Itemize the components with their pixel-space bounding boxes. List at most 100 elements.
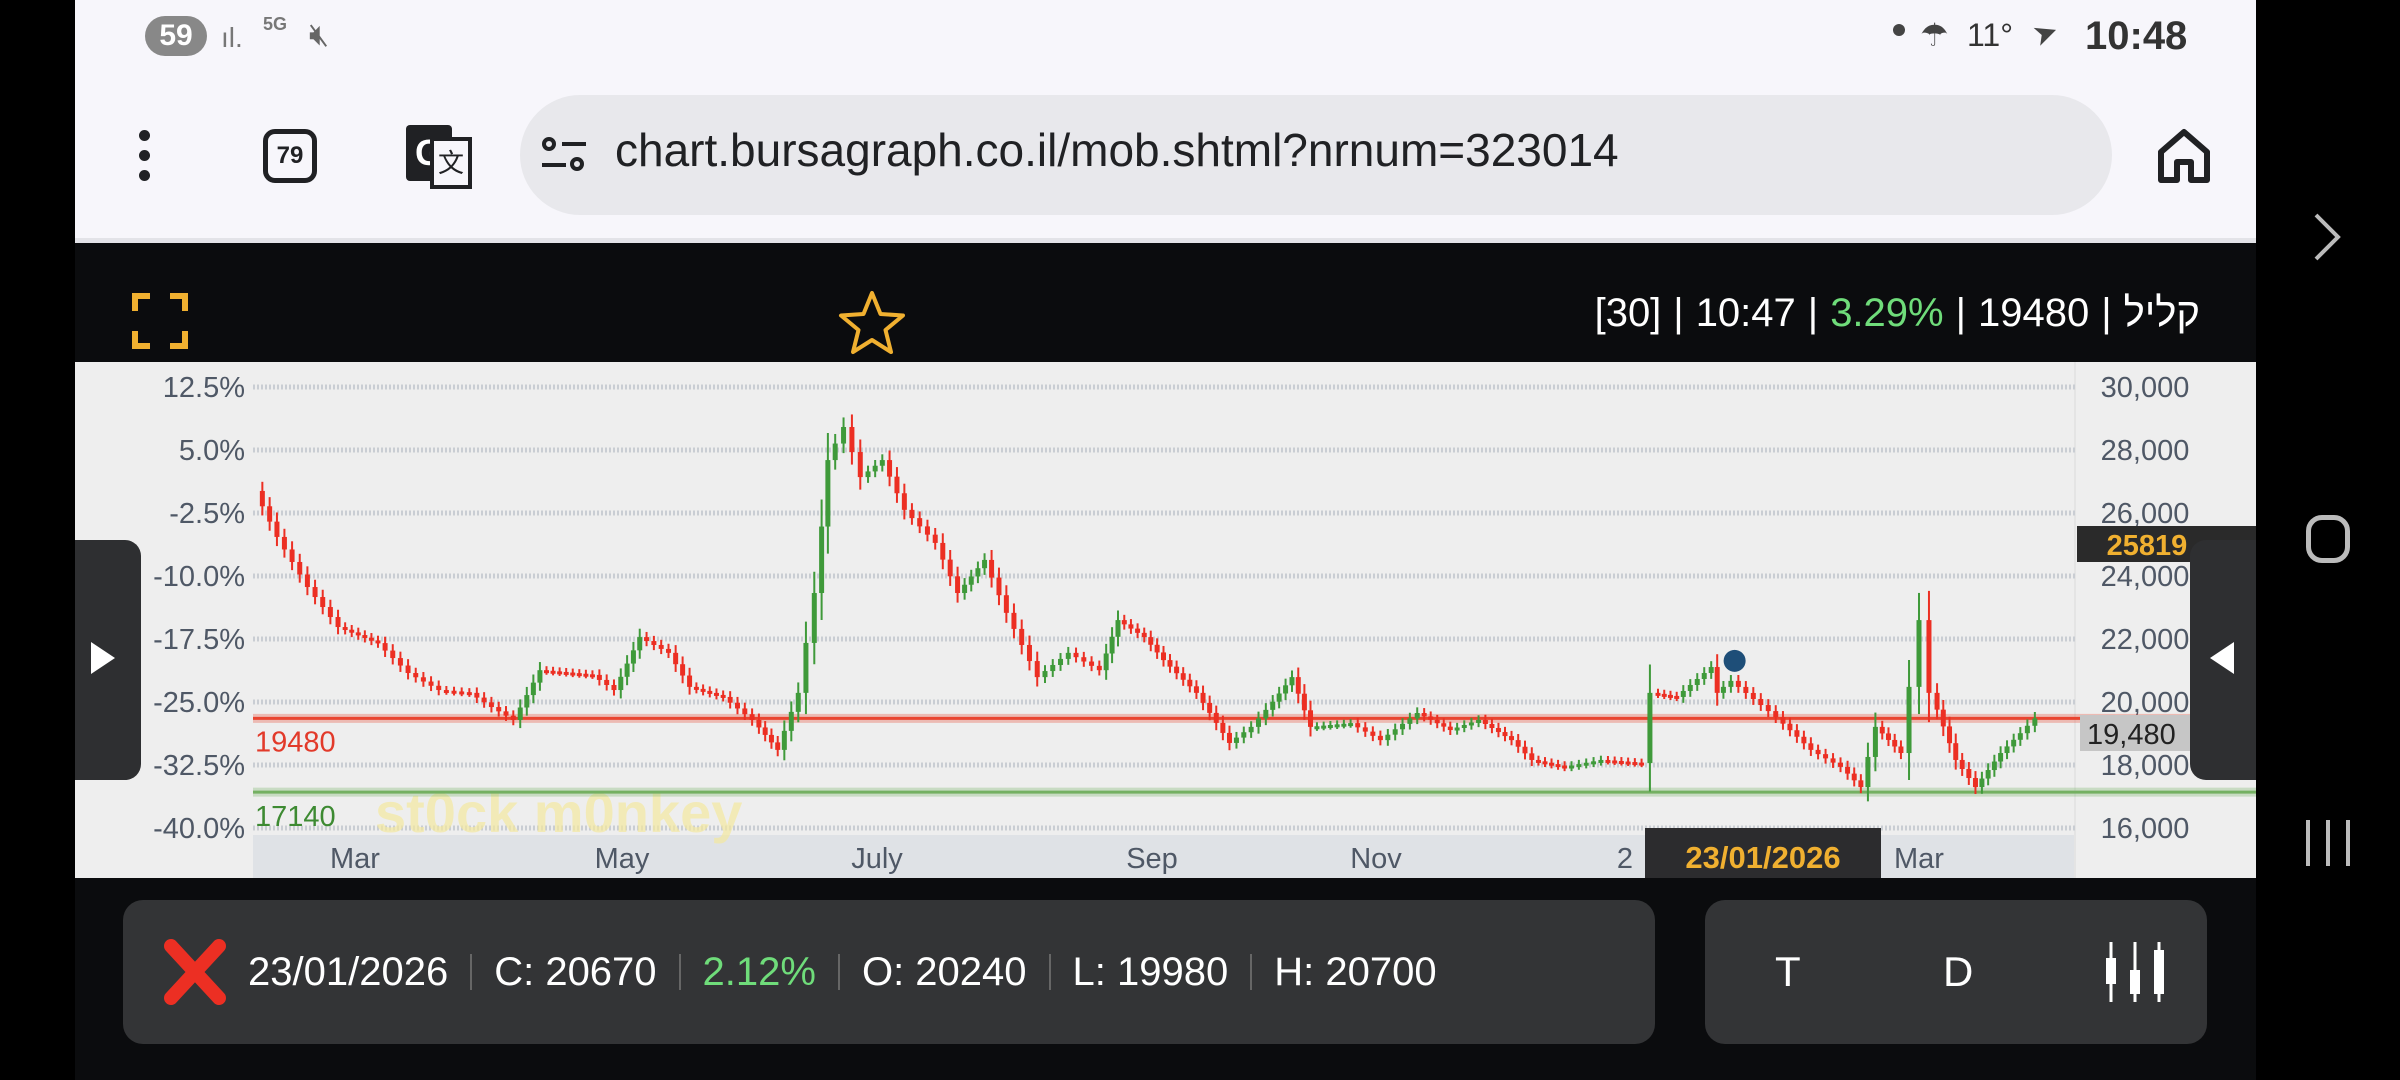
recent-apps-button[interactable] — [2306, 820, 2350, 866]
candle-body — [451, 690, 457, 694]
candle-body — [1200, 692, 1206, 703]
candle-body — [1680, 690, 1686, 697]
notification-badge: 59 — [145, 16, 207, 56]
candle-body — [368, 637, 374, 641]
translate-icon[interactable]: G 文 — [406, 125, 474, 191]
period-button[interactable]: D — [1943, 948, 1974, 995]
candle-body — [700, 688, 706, 692]
candle-body — [1226, 732, 1232, 743]
candle-body — [879, 460, 885, 466]
candle-body — [968, 576, 974, 585]
favorite-star-icon[interactable] — [837, 289, 907, 357]
candle-body — [2011, 739, 2017, 747]
candle-body — [1714, 667, 1720, 693]
left-axis-label: 12.5% — [163, 372, 245, 404]
tab-switcher-button[interactable]: 79 — [263, 129, 317, 183]
candle-body — [1276, 693, 1282, 702]
candle-body — [1348, 723, 1354, 727]
candle-body — [349, 629, 355, 633]
candle-body — [1180, 673, 1186, 680]
candle-body — [1270, 701, 1276, 710]
candle-body — [1655, 692, 1661, 696]
left-axis-label: -10.0% — [153, 561, 245, 593]
change-percent: 3.29% — [1830, 291, 1944, 335]
candle-body — [975, 568, 981, 577]
last-price-axis-label: 19,480 — [2087, 719, 2176, 751]
candle-body — [589, 674, 595, 678]
candle-body — [1972, 778, 1978, 788]
right-axis-label: 26,000 — [2101, 498, 2190, 530]
candle-body — [1489, 723, 1495, 729]
candle-body — [894, 476, 900, 494]
candle-body — [1892, 739, 1898, 747]
home-icon[interactable] — [2157, 128, 2211, 184]
candle-body — [1174, 666, 1180, 674]
candle-body — [420, 677, 426, 682]
x-axis-label: Nov — [1350, 843, 1402, 875]
candle-body — [274, 521, 280, 537]
forward-icon[interactable] — [2312, 212, 2342, 262]
address-bar[interactable]: chart.bursagraph.co.il/mob.shtml?nrnum=3… — [520, 95, 2112, 215]
candle-body — [1916, 620, 1922, 687]
candle-body — [687, 675, 693, 687]
fullscreen-icon[interactable] — [132, 293, 188, 349]
level-label: 17140 — [255, 801, 336, 833]
candle-body — [436, 685, 442, 691]
candle-body — [1639, 762, 1645, 766]
candle-body — [335, 617, 341, 628]
candlestick-icon[interactable] — [2103, 940, 2167, 1004]
candle-body — [1400, 723, 1406, 730]
candle-body — [563, 671, 569, 675]
candle-body — [841, 427, 847, 444]
scroll-left-panel[interactable] — [75, 540, 141, 780]
candle-body — [887, 460, 893, 477]
scroll-right-panel[interactable] — [2190, 540, 2256, 780]
separator: | — [2101, 291, 2112, 335]
candle-body — [1865, 756, 1871, 788]
candle-body — [1765, 705, 1771, 712]
candle-body — [713, 692, 719, 696]
site-settings-icon[interactable] — [542, 133, 588, 177]
candle-body — [680, 664, 686, 676]
url-text[interactable]: chart.bursagraph.co.il/mob.shtml?nrnum=3… — [615, 124, 1619, 176]
candle-body — [947, 559, 953, 577]
right-axis-label: 16,000 — [2101, 813, 2190, 845]
candle-body — [1355, 723, 1361, 728]
menu-icon[interactable] — [139, 130, 151, 181]
candle-body — [496, 707, 502, 712]
candle-body — [1542, 761, 1548, 765]
candle-body — [630, 650, 636, 664]
candle-body — [1283, 685, 1289, 694]
candle-body — [1392, 729, 1398, 735]
play-left-icon[interactable] — [2210, 642, 2234, 674]
candle-body — [1549, 762, 1555, 766]
candle-body — [1327, 724, 1333, 728]
x-axis-label: 2 — [1617, 843, 1633, 875]
candle-body — [989, 559, 995, 578]
chart-type-button[interactable]: T — [1775, 948, 1801, 995]
chart-svg[interactable]: 12.5% 30,000 5.0% 28,000 -2.5% 26,000 -10.0% 24… — [75, 362, 2256, 878]
home-nav-button[interactable] — [2306, 515, 2350, 563]
candle-body — [1289, 677, 1295, 686]
candle-body — [857, 452, 863, 478]
candle-body — [1428, 716, 1434, 720]
candle-body — [955, 576, 961, 594]
candle-body — [1758, 699, 1764, 706]
close-icon[interactable] — [163, 938, 227, 1006]
candle-body — [1555, 764, 1561, 768]
candle-body — [390, 650, 396, 659]
candle-body — [259, 490, 265, 507]
candle-body — [596, 674, 602, 680]
candle-body — [1728, 680, 1734, 687]
candle-body — [1529, 753, 1535, 760]
candle-body — [819, 526, 825, 594]
candle-body — [1720, 686, 1726, 693]
candle-body — [1421, 713, 1427, 717]
candle-body — [443, 690, 449, 694]
candle-body — [1926, 620, 1932, 693]
play-right-icon[interactable] — [91, 642, 115, 674]
candle-body — [537, 670, 543, 683]
price-chart[interactable]: 12.5% 30,000 5.0% 28,000 -2.5% 26,000 -10.0% 24… — [75, 362, 2256, 878]
candle-body — [1081, 657, 1087, 662]
candle-body — [795, 692, 801, 712]
